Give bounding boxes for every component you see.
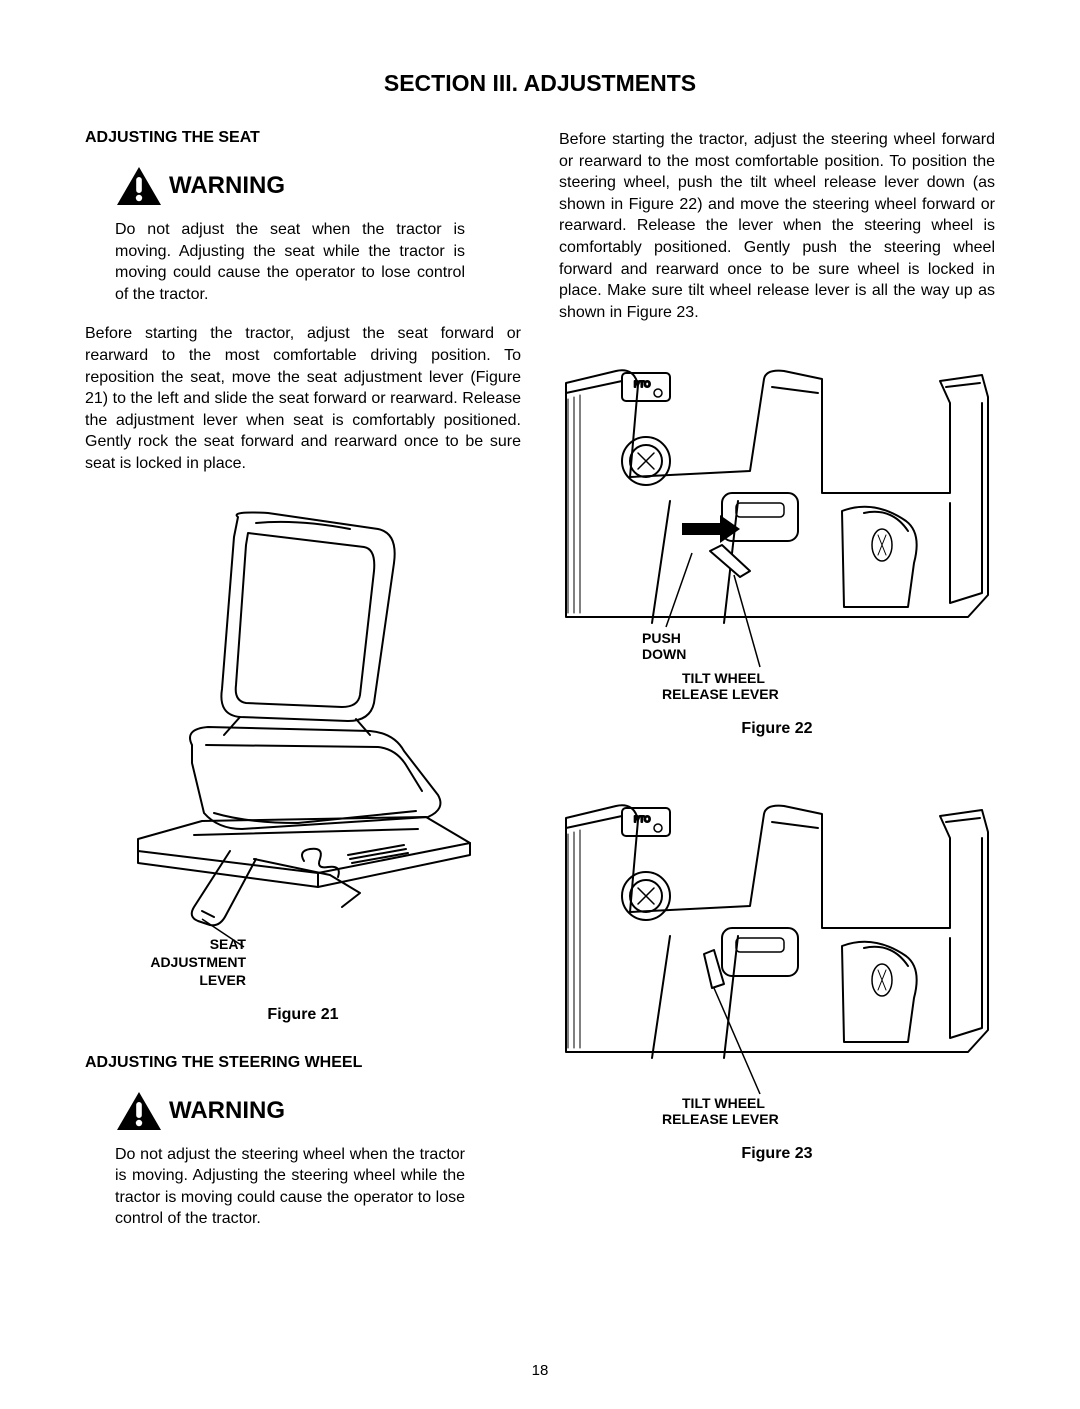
- svg-text:PTO: PTO: [634, 815, 650, 824]
- figure-23-caption: Figure 23: [559, 1145, 995, 1163]
- page-number: 18: [0, 1362, 1080, 1379]
- adjusting-seat-heading: ADJUSTING THE SEAT: [85, 129, 521, 147]
- fig21-lever-label: LEVER: [199, 972, 246, 988]
- fig23-release: RELEASE LEVER: [662, 1111, 779, 1127]
- warning-icon: [115, 165, 163, 207]
- figure-21: SEAT ADJUSTMENT LEVER Figure 21: [85, 499, 521, 1024]
- figure-22: PTO: [559, 363, 995, 738]
- warning-label: WARNING: [169, 172, 285, 200]
- steering-instructions: Before starting the tractor, adjust the …: [559, 129, 995, 323]
- fig22-release: RELEASE LEVER: [662, 686, 779, 702]
- dashboard-diagram-23: PTO: [562, 798, 992, 1128]
- figure-21-caption: Figure 21: [85, 1006, 521, 1024]
- warning-seat: WARNING Do not adjust the seat when the …: [115, 165, 521, 305]
- figure-23: PTO: [559, 798, 995, 1163]
- fig22-push: PUSH: [642, 630, 681, 646]
- fig22-tilt: TILT WHEEL: [682, 670, 765, 686]
- warning-wheel: WARNING Do not adjust the steering wheel…: [115, 1090, 521, 1230]
- left-column: ADJUSTING THE SEAT WARNING Do not adjust…: [85, 129, 521, 1248]
- fig21-adj-label: ADJUSTMENT: [150, 954, 246, 970]
- fig21-seat-label: SEAT: [210, 936, 247, 952]
- warning-seat-text: Do not adjust the seat when the tractor …: [115, 219, 465, 305]
- section-title: SECTION III. ADJUSTMENTS: [85, 70, 995, 97]
- warning-icon: [115, 1090, 163, 1132]
- warning-wheel-text: Do not adjust the steering wheel when th…: [115, 1144, 465, 1230]
- fig23-tilt: TILT WHEEL: [682, 1095, 765, 1111]
- svg-text:ADJUSTMENT: ADJUSTMENT: [150, 954, 246, 970]
- right-column: Before starting the tractor, adjust the …: [559, 129, 995, 1248]
- seat-instructions: Before starting the tractor, adjust the …: [85, 323, 521, 474]
- fig22-down: DOWN: [642, 646, 686, 662]
- dashboard-diagram-22: PTO: [562, 363, 992, 703]
- warning-label-2: WARNING: [169, 1097, 285, 1125]
- svg-text:SEAT: SEAT: [210, 936, 247, 952]
- figure-22-caption: Figure 22: [559, 720, 995, 738]
- svg-text:LEVER: LEVER: [199, 972, 246, 988]
- adjusting-wheel-heading: ADJUSTING THE STEERING WHEEL: [85, 1054, 521, 1072]
- content-columns: ADJUSTING THE SEAT WARNING Do not adjust…: [85, 129, 995, 1248]
- svg-text:PTO: PTO: [634, 380, 650, 389]
- seat-diagram: SEAT ADJUSTMENT LEVER: [98, 499, 508, 989]
